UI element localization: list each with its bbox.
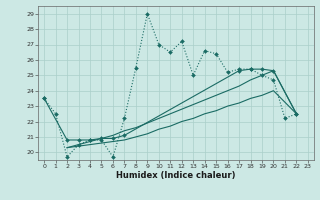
- X-axis label: Humidex (Indice chaleur): Humidex (Indice chaleur): [116, 171, 236, 180]
